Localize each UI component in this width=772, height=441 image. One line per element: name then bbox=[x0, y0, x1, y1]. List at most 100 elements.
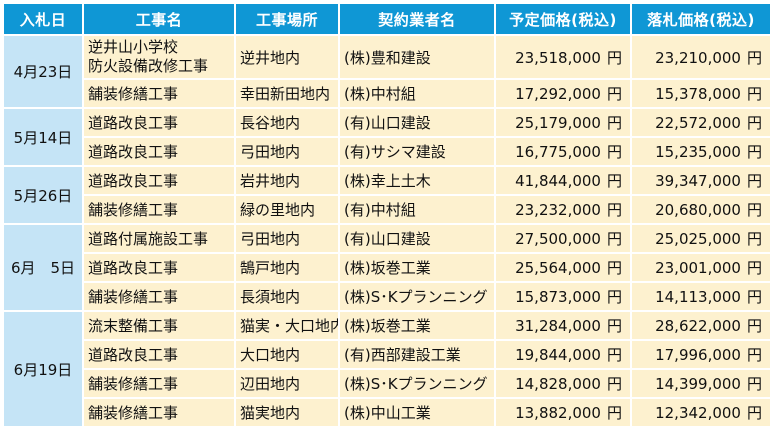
work-name-cell: 道路改良工事 bbox=[82, 252, 236, 283]
price-value: 15,378,000 bbox=[655, 85, 741, 103]
currency-unit: 円 bbox=[746, 201, 762, 219]
price-value: 12,342,000 bbox=[655, 404, 741, 422]
table-row: 舗装修繕工事 緑の里地内 (有)中村組 23,232,000 円 20,680,000 円 bbox=[3, 194, 772, 225]
location-cell: 緑の里地内 bbox=[234, 194, 340, 225]
header-estimated-price: 予定価格(税込) bbox=[494, 2, 632, 36]
estimated-price-cell: 23,232,000 円 bbox=[494, 194, 632, 225]
contractor-cell: (株)坂巻工業 bbox=[338, 252, 496, 283]
table-row: 5月26日 道路改良工事 岩井地内 (株)幸上土木 41,844,000 円 39,347,… bbox=[2, 165, 772, 225]
estimated-price-cell: 14,828,000 円 bbox=[494, 368, 632, 399]
location-cell: 猫実地内 bbox=[234, 397, 340, 428]
currency-unit: 円 bbox=[606, 143, 622, 161]
work-name-line: 道路改良工事 bbox=[88, 172, 179, 190]
winning-price-cell: 15,378,000 円 bbox=[630, 78, 772, 109]
work-name-cell: 流末整備工事 bbox=[82, 310, 236, 341]
price-value: 14,113,000 bbox=[655, 288, 741, 306]
location-cell: 弓田地内 bbox=[234, 223, 340, 254]
price-value: 15,873,000 bbox=[515, 288, 601, 306]
currency-unit: 円 bbox=[746, 85, 762, 103]
contractor-cell: (株)S･Kプランニング bbox=[338, 281, 496, 312]
winning-price-cell: 23,001,000 円 bbox=[630, 252, 772, 283]
contractor-cell: (株)中村組 bbox=[338, 78, 496, 109]
location-cell: 鵠戸地内 bbox=[234, 252, 340, 283]
bid-date-cell: 6月19日 bbox=[2, 310, 84, 428]
currency-unit: 円 bbox=[746, 143, 762, 161]
price-value: 17,996,000 bbox=[655, 346, 741, 364]
currency-unit: 円 bbox=[606, 230, 622, 248]
table-row: 道路改良工事 弓田地内 (有)サシマ建設 16,775,000 円 15,235,000 円 bbox=[3, 136, 772, 167]
header-location: 工事場所 bbox=[234, 2, 340, 36]
currency-unit: 円 bbox=[606, 375, 622, 393]
currency-unit: 円 bbox=[746, 375, 762, 393]
price-value: 13,882,000 bbox=[515, 404, 601, 422]
table-body: 4月23日 逆井山小学校 防火設備改修工事 逆井地内 (株)豊和建設 23,518,000… bbox=[2, 34, 772, 428]
table-header-row: 入札日 工事名 工事場所 契約業者名 予定価格(税込) 落札価格(税込) bbox=[2, 2, 772, 36]
estimated-price-cell: 27,500,000 円 bbox=[494, 223, 632, 254]
work-name-line: 道路改良工事 bbox=[88, 143, 179, 161]
location-cell: 幸田新田地内 bbox=[234, 78, 340, 109]
price-value: 22,572,000 bbox=[655, 114, 741, 132]
winning-price-cell: 20,680,000 円 bbox=[630, 194, 772, 225]
location-cell: 岩井地内 bbox=[234, 165, 340, 196]
currency-unit: 円 bbox=[606, 259, 622, 277]
currency-unit: 円 bbox=[606, 48, 622, 67]
estimated-price-cell: 25,179,000 円 bbox=[494, 107, 632, 138]
currency-unit: 円 bbox=[746, 259, 762, 277]
currency-unit: 円 bbox=[746, 114, 762, 132]
price-value: 19,844,000 bbox=[515, 346, 601, 364]
price-value: 31,284,000 bbox=[515, 317, 601, 335]
estimated-price-cell: 16,775,000 円 bbox=[494, 136, 632, 167]
table-row: 舗装修繕工事 長須地内 (株)S･Kプランニング 15,873,000 円 14,113,… bbox=[3, 281, 772, 312]
estimated-price-cell: 41,844,000 円 bbox=[494, 165, 632, 196]
work-name-line: 舗装修繕工事 bbox=[88, 201, 179, 219]
estimated-price-cell: 15,873,000 円 bbox=[494, 281, 632, 312]
work-name-line: 舗装修繕工事 bbox=[88, 85, 179, 103]
price-value: 27,500,000 bbox=[515, 230, 601, 248]
contractor-cell: (株)幸上土木 bbox=[338, 165, 496, 196]
estimated-price-cell: 17,292,000 円 bbox=[494, 78, 632, 109]
winning-price-cell: 14,399,000 円 bbox=[630, 368, 772, 399]
contractor-cell: (有)中村組 bbox=[338, 194, 496, 225]
location-cell: 大口地内 bbox=[234, 339, 340, 370]
winning-price-cell: 28,622,000 円 bbox=[630, 310, 772, 341]
bid-date-cell: 5月26日 bbox=[2, 165, 84, 225]
table-row: 6月19日 流末整備工事 猫実・大口地内 (株)坂巻工業 31,284,000 円 28,6… bbox=[2, 310, 772, 428]
bid-date-cell: 6月 5日 bbox=[2, 223, 84, 312]
winning-price-cell: 25,025,000 円 bbox=[630, 223, 772, 254]
header-contractor: 契約業者名 bbox=[338, 2, 496, 36]
table-row: 6月 5日 道路付属施設工事 弓田地内 (有)山口建設 27,500,000 円 25,02… bbox=[2, 223, 772, 312]
price-value: 15,235,000 bbox=[655, 143, 741, 161]
currency-unit: 円 bbox=[606, 317, 622, 335]
price-value: 23,210,000 bbox=[655, 48, 741, 67]
estimated-price-cell: 25,564,000 円 bbox=[494, 252, 632, 283]
contractor-cell: (有)山口建設 bbox=[338, 223, 496, 254]
winning-price-cell: 17,996,000 円 bbox=[630, 339, 772, 370]
winning-price-cell: 12,342,000 円 bbox=[630, 397, 772, 428]
price-value: 23,232,000 bbox=[515, 201, 601, 219]
work-name-cell: 道路改良工事 bbox=[82, 339, 236, 370]
work-name-line: 舗装修繕工事 bbox=[88, 404, 179, 422]
table-row: 道路改良工事 鵠戸地内 (株)坂巻工業 25,564,000 円 23,001,000 円 bbox=[3, 252, 772, 283]
price-value: 25,564,000 bbox=[515, 259, 601, 277]
currency-unit: 円 bbox=[606, 288, 622, 306]
header-work-name: 工事名 bbox=[82, 2, 236, 36]
contractor-cell: (株)坂巻工業 bbox=[338, 310, 496, 341]
currency-unit: 円 bbox=[606, 114, 622, 132]
price-value: 28,622,000 bbox=[655, 317, 741, 335]
work-name-cell: 舗装修繕工事 bbox=[82, 78, 236, 109]
work-name-line: 舗装修繕工事 bbox=[88, 288, 179, 306]
price-value: 41,844,000 bbox=[515, 172, 601, 190]
work-name-line: 舗装修繕工事 bbox=[88, 375, 179, 393]
currency-unit: 円 bbox=[606, 172, 622, 190]
work-name-line: 道路改良工事 bbox=[88, 114, 179, 132]
table-row: 道路改良工事 大口地内 (有)西部建設工業 19,844,000 円 17,996,000… bbox=[3, 339, 772, 370]
header-winning-price: 落札価格(税込) bbox=[630, 2, 772, 36]
table-row: 舗装修繕工事 猫実地内 (株)中山工業 13,882,000 円 12,342,000 円 bbox=[3, 397, 772, 428]
price-value: 23,518,000 bbox=[515, 48, 601, 67]
work-name-cell: 道路改良工事 bbox=[82, 136, 236, 167]
bid-results-table: 入札日 工事名 工事場所 契約業者名 予定価格(税込) 落札価格(税込) 4月2… bbox=[2, 2, 772, 428]
winning-price-cell: 14,113,000 円 bbox=[630, 281, 772, 312]
work-name-line: 道路改良工事 bbox=[88, 346, 179, 364]
price-value: 25,025,000 bbox=[655, 230, 741, 248]
